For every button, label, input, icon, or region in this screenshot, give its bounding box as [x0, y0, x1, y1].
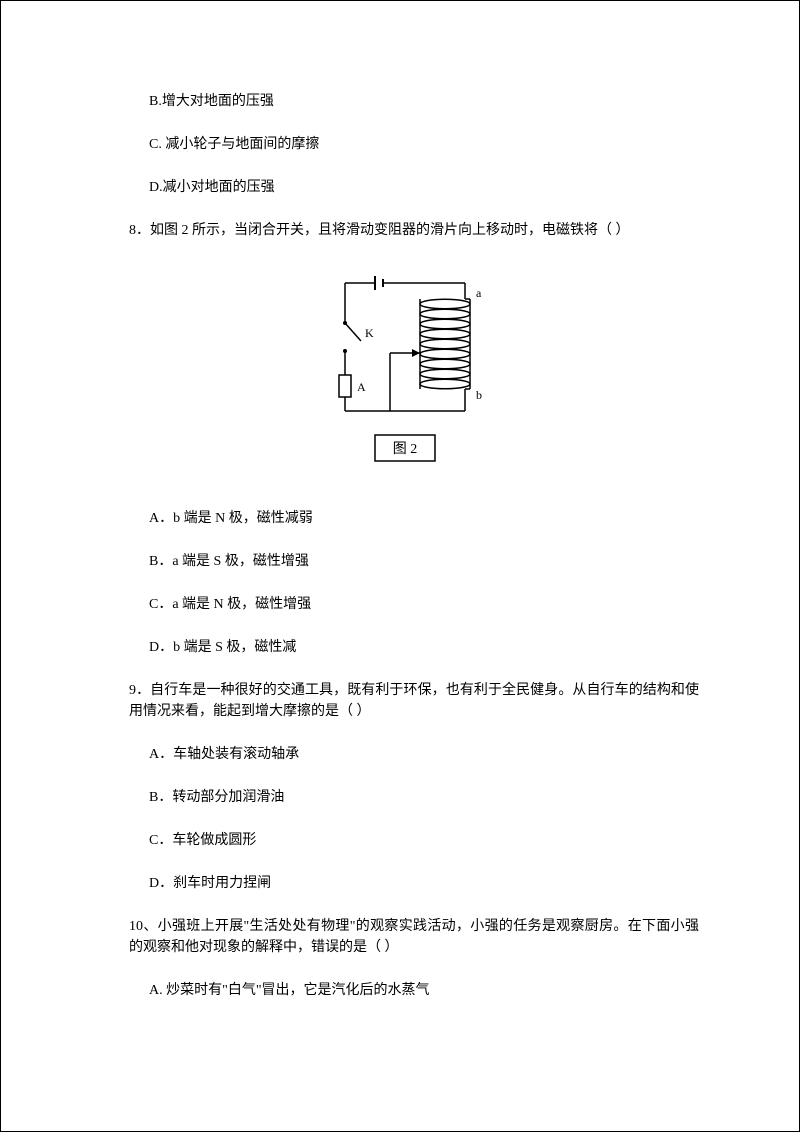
- circuit-diagram: a b K A 图 2: [290, 263, 510, 473]
- q9-option-b: B．转动部分加润滑油: [101, 787, 699, 808]
- q7-option-c: C. 减小轮子与地面间的摩擦: [101, 134, 699, 155]
- q8-stem: 8．如图 2 所示，当闭合开关，且将滑动变阻器的滑片向上移动时，电磁铁将（ ）: [101, 220, 699, 241]
- svg-text:a: a: [476, 286, 482, 300]
- q10-stem: 10、小强班上开展"生活处处有物理"的观察实践活动，小强的任务是观察厨房。在下面…: [101, 916, 699, 958]
- figure-2-container: a b K A 图 2: [101, 263, 699, 478]
- q10-option-a: A. 炒菜时有"白气"冒出，它是汽化后的水蒸气: [101, 980, 699, 1001]
- q9-stem: 9．自行车是一种很好的交通工具，既有利于环保，也有利于全民健身。从自行车的结构和…: [101, 680, 699, 722]
- q9-option-d: D．刹车时用力捏闸: [101, 873, 699, 894]
- svg-text:b: b: [476, 388, 482, 402]
- q7-option-b: B.增大对地面的压强: [101, 91, 699, 112]
- q7-option-d: D.减小对地面的压强: [101, 177, 699, 198]
- document-page: B.增大对地面的压强 C. 减小轮子与地面间的摩擦 D.减小对地面的压强 8．如…: [0, 0, 800, 1132]
- svg-text:图 2: 图 2: [393, 442, 418, 457]
- figure-2: a b K A 图 2: [290, 263, 510, 478]
- q8-option-b: B．a 端是 S 极，磁性增强: [101, 551, 699, 572]
- q8-option-d: D．b 端是 S 极，磁性减: [101, 637, 699, 658]
- q8-option-c: C．a 端是 N 极，磁性增强: [101, 594, 699, 615]
- q9-option-a: A．车轴处装有滚动轴承: [101, 744, 699, 765]
- q9-option-c: C．车轮做成圆形: [101, 830, 699, 851]
- svg-text:K: K: [365, 326, 374, 340]
- q8-option-a: A．b 端是 N 极，磁性减弱: [101, 508, 699, 529]
- svg-text:A: A: [357, 380, 366, 394]
